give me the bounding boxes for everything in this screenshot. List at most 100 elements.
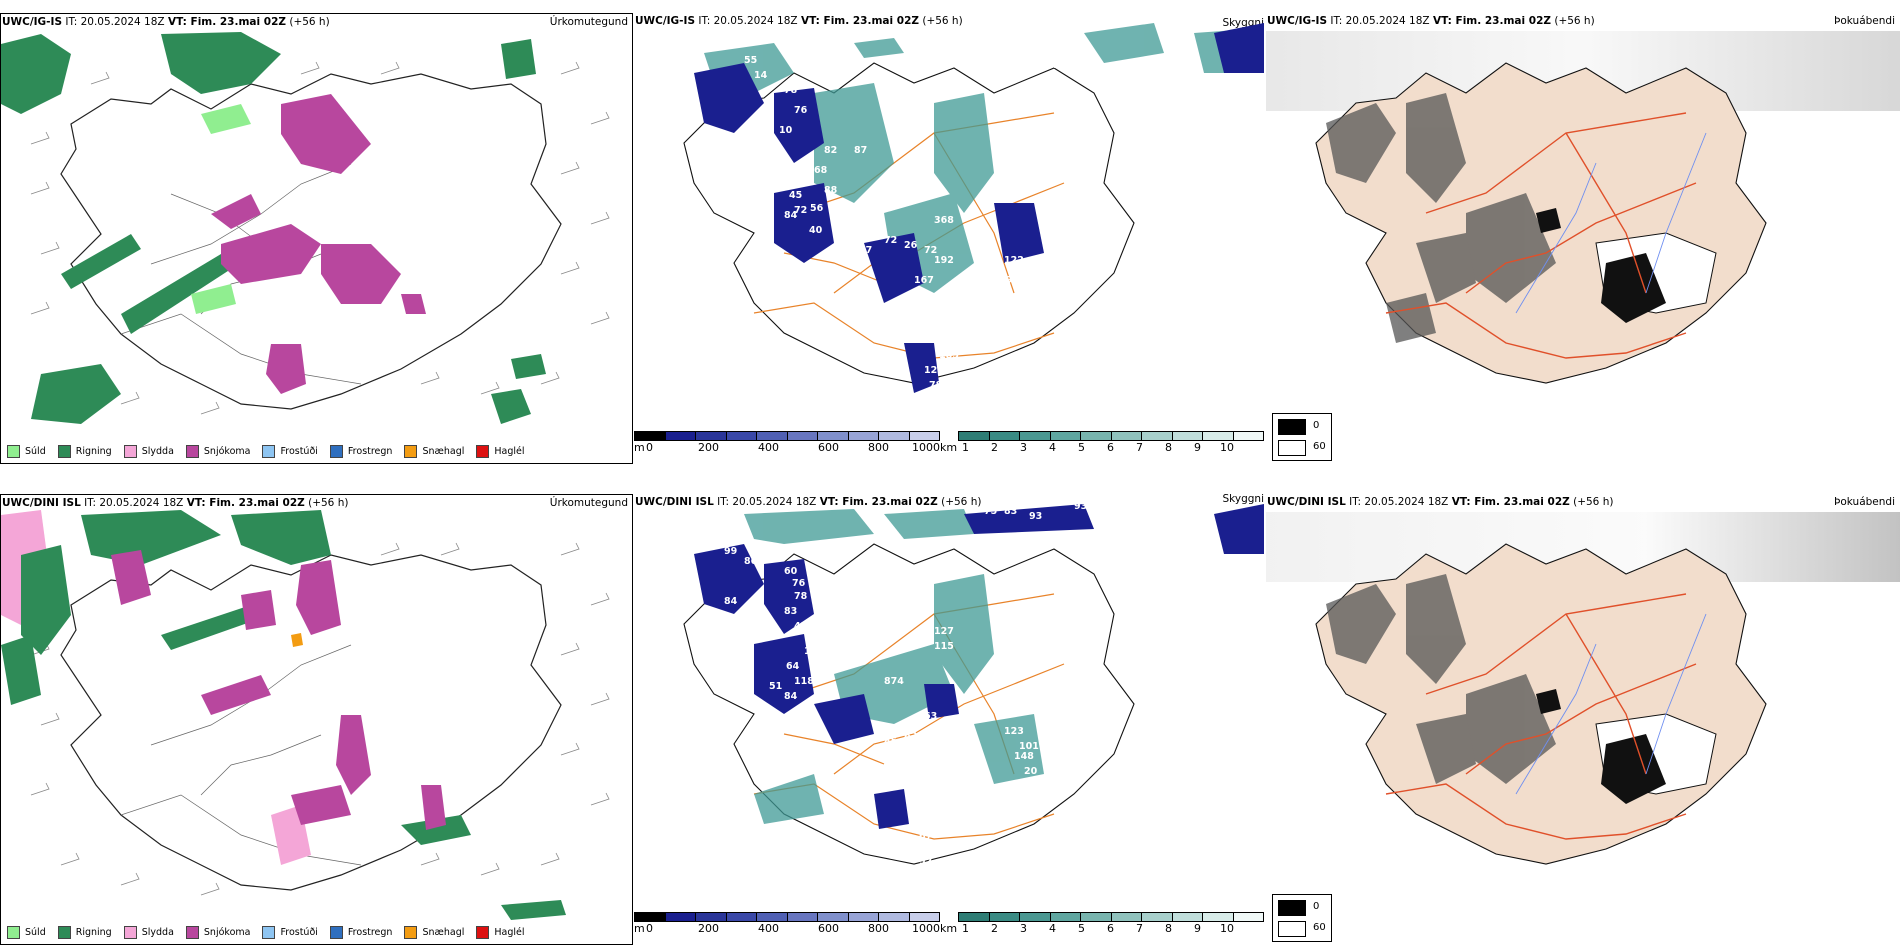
fog-legend-bottom: 0 60 bbox=[1272, 894, 1332, 942]
legend-frostregn: Frostregn bbox=[329, 926, 392, 939]
vis-tick: 9 bbox=[1194, 441, 1201, 454]
cloud-base-label: 26 bbox=[904, 240, 918, 251]
cloud-base-label: 67 bbox=[919, 831, 932, 842]
vis-tick: 8 bbox=[1165, 922, 1172, 935]
fog-roads bbox=[1385, 593, 1697, 840]
cloud-base-label: 51 bbox=[834, 245, 847, 256]
rivers bbox=[1515, 613, 1707, 795]
cloud-base-label: 68 bbox=[814, 165, 828, 176]
cloud-panel-top: UWC/IG-IS IT: 20.05.2024 18Z VT: Fim. 23… bbox=[634, 13, 1264, 464]
precip-legend-top: Súld Rigning Slydda Snjókoma Frostúði Fr… bbox=[7, 445, 537, 458]
base-tick: 600 bbox=[818, 441, 839, 454]
precip-panel-bottom: UWC/DINI ISL IT: 20.05.2024 18Z VT: Fim.… bbox=[0, 494, 633, 945]
cloud-base-label: 20 bbox=[1024, 766, 1038, 777]
cloud-base-label: 19 bbox=[999, 305, 1012, 316]
precip-legend-bottom: Súld Rigning Slydda Snjókoma Frostúði Fr… bbox=[7, 926, 537, 939]
snow-pellet-areas bbox=[291, 633, 303, 647]
vis-tick: 3 bbox=[1020, 441, 1027, 454]
cloud-scales-top: m 0 200 400 600 800 1000 km 1 2 3 4 5 6 … bbox=[634, 431, 1264, 461]
base-tick: 200 bbox=[698, 922, 719, 935]
cloud-base-label: 42 bbox=[794, 621, 807, 632]
vis-tick: 2 bbox=[991, 441, 998, 454]
cloud-base-label: 76 bbox=[794, 105, 808, 116]
rain-areas bbox=[1, 32, 546, 424]
rivers bbox=[1515, 132, 1707, 314]
vis-tick: 10 bbox=[1220, 441, 1234, 454]
cloud-base-label: 48 bbox=[724, 205, 738, 216]
cloud-base-label: 82 bbox=[984, 325, 997, 336]
roads bbox=[120, 644, 362, 866]
cloud-base-label: 60 bbox=[784, 566, 798, 577]
cloud-base-label: 14 bbox=[754, 70, 768, 81]
cloud-base-label: 76 bbox=[792, 578, 806, 589]
cloud-base-label: 93 bbox=[1029, 511, 1042, 522]
cloud-base-label: 64 bbox=[786, 661, 800, 672]
base-colorbar bbox=[634, 431, 940, 441]
cloud-scales-bottom: m 0 200 400 600 800 1000 km 1 2 3 4 5 6 … bbox=[634, 912, 1264, 942]
vis-unit: km bbox=[940, 441, 958, 454]
vis-colorbar bbox=[958, 912, 1264, 922]
cloud-base-label: 96 bbox=[934, 736, 948, 747]
base-tick: 400 bbox=[758, 441, 779, 454]
precip-title-top: Úrkomutegund bbox=[549, 16, 628, 28]
cloud-base-label: 88 bbox=[824, 185, 838, 196]
cloud-header-bottom: UWC/DINI ISL IT: 20.05.2024 18Z VT: Fim.… bbox=[635, 496, 982, 508]
legend-frostudi: Frostúði bbox=[262, 445, 318, 458]
precip-header-bottom: UWC/DINI ISL IT: 20.05.2024 18Z VT: Fim.… bbox=[2, 497, 349, 509]
vis-tick: 1 bbox=[962, 922, 969, 935]
cloud-base-label: 78 bbox=[784, 85, 798, 96]
cloud-base-label: 72 bbox=[794, 205, 807, 216]
base-unit: m bbox=[634, 922, 645, 935]
cloud-base-label: 122 bbox=[1004, 255, 1024, 266]
base-tick: 400 bbox=[758, 922, 779, 935]
legend-frostregn: Frostregn bbox=[329, 445, 392, 458]
cloud-base-label: 63 bbox=[924, 711, 937, 722]
base-tick: 1000 bbox=[912, 441, 940, 454]
legend-sudl: Súld bbox=[7, 926, 46, 939]
cloud-base-label: 16 bbox=[924, 335, 938, 346]
cloud-base-label: 86 bbox=[744, 556, 758, 567]
cloud-base-label: 167 bbox=[914, 275, 934, 286]
cloud-base-label: 123 bbox=[1004, 726, 1024, 737]
cloud-base-label: 67 bbox=[859, 245, 872, 256]
vis-tick: 7 bbox=[1136, 922, 1143, 935]
cloud-base-label: 88 bbox=[714, 145, 728, 156]
cloud-base-label: 185 bbox=[939, 350, 959, 361]
cloud-title-bottom: Skyggni bbox=[1222, 494, 1265, 505]
cloud-base-label: 10 bbox=[779, 125, 793, 136]
cloud-base-label: 18 bbox=[974, 786, 988, 797]
cloud-base-label: 72 bbox=[924, 245, 937, 256]
cloud-base-label: 40 bbox=[974, 335, 988, 346]
cloud-base-label: 83 bbox=[784, 606, 797, 617]
cloud-base-label: 62 bbox=[904, 731, 917, 742]
base-tick: 0 bbox=[646, 922, 653, 935]
base-tick: 200 bbox=[698, 441, 719, 454]
vis-tick: 6 bbox=[1107, 441, 1114, 454]
legend-haglel: Haglél bbox=[476, 445, 525, 458]
legend-snaehagl: Snæhagl bbox=[404, 445, 464, 458]
cloud-base-label: 75 bbox=[984, 506, 997, 517]
vis-tick: 7 bbox=[1136, 441, 1143, 454]
cloud-base-label: 92 bbox=[919, 856, 932, 867]
cloud-base-label: 45 bbox=[789, 190, 802, 201]
legend-snjokoma: Snjókoma bbox=[185, 926, 250, 939]
legend-rigning: Rigning bbox=[57, 926, 112, 939]
wind-barbs bbox=[30, 542, 610, 896]
cloud-base-label: 144 bbox=[1044, 60, 1064, 71]
base-tick: 0 bbox=[646, 441, 653, 454]
vis-colorbar bbox=[958, 431, 1264, 441]
road-network bbox=[753, 593, 1065, 840]
cloud-base-label: 11 bbox=[1004, 315, 1017, 326]
cloud-base-label: 223 bbox=[834, 210, 854, 221]
cloud-base-label: 227 bbox=[999, 295, 1019, 306]
legend-haglel: Haglél bbox=[476, 926, 525, 939]
cloud-base-label: 199 bbox=[999, 275, 1019, 286]
fog-title-bottom: Þokuábendi bbox=[1834, 496, 1895, 508]
fog-black-areas bbox=[1536, 208, 1666, 323]
cloud-base-label: 78 bbox=[914, 751, 928, 762]
cloud-base-label: 127 bbox=[934, 626, 954, 637]
cloud-base-label: 40 bbox=[754, 701, 768, 712]
cloud-base-label: 49 bbox=[714, 701, 727, 712]
vis-unit: km bbox=[940, 922, 958, 935]
base-colorbar bbox=[634, 912, 940, 922]
